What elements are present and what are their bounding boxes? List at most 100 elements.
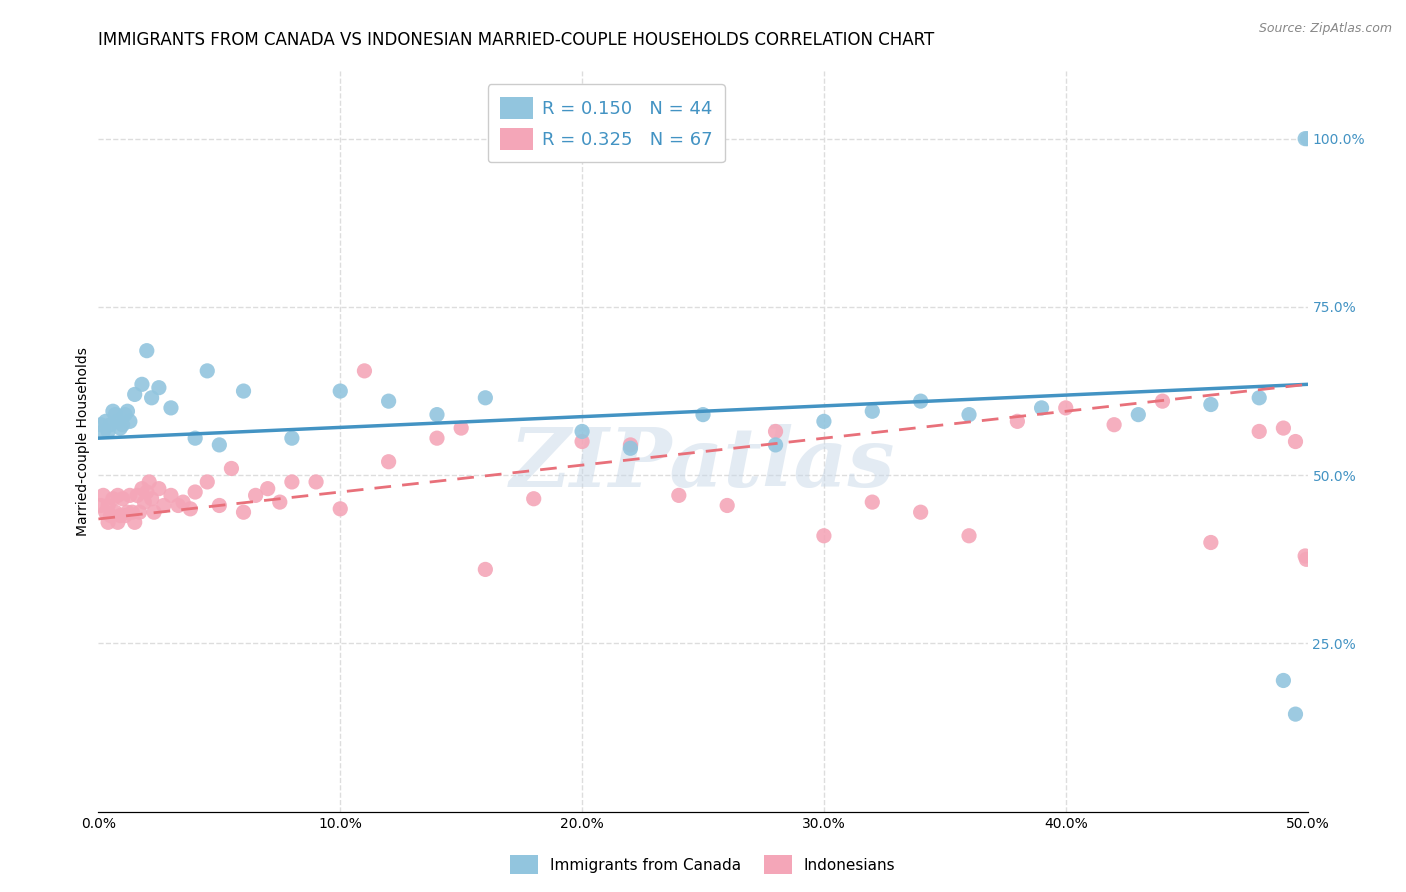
Point — [813, 529, 835, 543]
Point — [114, 508, 136, 523]
Point — [94, 414, 117, 428]
Point — [107, 414, 129, 428]
Point — [135, 485, 157, 500]
Point — [127, 488, 149, 502]
Point — [860, 404, 883, 418]
Point — [1249, 391, 1271, 405]
Point — [111, 417, 134, 432]
Point — [1284, 434, 1306, 449]
Point — [100, 417, 122, 432]
Point — [108, 421, 131, 435]
Point — [329, 501, 352, 516]
Point — [97, 516, 120, 530]
Point — [1272, 421, 1295, 435]
Point — [1294, 131, 1316, 145]
Text: ZIPatlas: ZIPatlas — [510, 424, 896, 504]
Point — [108, 508, 131, 523]
Point — [134, 495, 156, 509]
Point — [184, 431, 207, 445]
Point — [184, 485, 207, 500]
Point — [141, 391, 163, 405]
Point — [957, 529, 980, 543]
Point — [148, 381, 170, 395]
Point — [232, 384, 254, 398]
Point — [114, 408, 136, 422]
Point — [221, 461, 243, 475]
Point — [131, 482, 153, 496]
Point — [1249, 425, 1271, 439]
Point — [256, 482, 278, 496]
Point — [668, 488, 690, 502]
Point — [474, 391, 496, 405]
Point — [118, 414, 141, 428]
Point — [208, 438, 231, 452]
Point — [329, 384, 352, 398]
Point — [195, 475, 218, 489]
Point — [97, 425, 120, 439]
Point — [195, 364, 218, 378]
Point — [118, 488, 141, 502]
Text: IMMIGRANTS FROM CANADA VS INDONESIAN MARRIED-COUPLE HOUSEHOLDS CORRELATION CHART: IMMIGRANTS FROM CANADA VS INDONESIAN MAR… — [98, 31, 935, 49]
Point — [281, 475, 304, 489]
Point — [141, 491, 163, 506]
Point — [281, 431, 304, 445]
Point — [245, 488, 267, 502]
Point — [101, 404, 124, 418]
Point — [104, 408, 127, 422]
Legend: Immigrants from Canada, Indonesians: Immigrants from Canada, Indonesians — [505, 849, 901, 880]
Point — [692, 408, 714, 422]
Point — [208, 499, 231, 513]
Point — [450, 421, 472, 435]
Point — [124, 516, 146, 530]
Point — [104, 505, 127, 519]
Point — [353, 364, 375, 378]
Point — [426, 408, 449, 422]
Y-axis label: Married-couple Households: Married-couple Households — [76, 347, 90, 536]
Point — [107, 488, 129, 502]
Point — [1199, 398, 1222, 412]
Point — [179, 501, 201, 516]
Point — [269, 495, 291, 509]
Point — [1284, 707, 1306, 722]
Point — [167, 499, 190, 513]
Point — [716, 499, 738, 513]
Point — [117, 404, 139, 418]
Point — [111, 491, 134, 506]
Point — [765, 425, 787, 439]
Point — [91, 488, 114, 502]
Point — [1128, 408, 1150, 422]
Point — [160, 401, 183, 415]
Text: Source: ZipAtlas.com: Source: ZipAtlas.com — [1258, 22, 1392, 36]
Point — [1199, 535, 1222, 549]
Point — [143, 505, 166, 519]
Point — [1007, 414, 1029, 428]
Point — [619, 438, 641, 452]
Point — [910, 394, 932, 409]
Point — [426, 431, 449, 445]
Point — [160, 488, 183, 502]
Point — [128, 505, 150, 519]
Point — [101, 491, 124, 506]
Point — [117, 505, 139, 519]
Point — [135, 343, 157, 358]
Point — [765, 438, 787, 452]
Point — [90, 499, 112, 513]
Point — [94, 505, 117, 519]
Point — [523, 491, 546, 506]
Point — [91, 425, 114, 439]
Point — [131, 377, 153, 392]
Point — [571, 434, 593, 449]
Point — [619, 442, 641, 456]
Point — [377, 394, 399, 409]
Point — [1294, 549, 1316, 563]
Point — [107, 516, 129, 530]
Legend: R = 0.150   N = 44, R = 0.325   N = 67: R = 0.150 N = 44, R = 0.325 N = 67 — [488, 84, 725, 162]
Point — [1296, 131, 1319, 145]
Point — [100, 508, 122, 523]
Point — [97, 499, 120, 513]
Point — [571, 425, 593, 439]
Point — [1031, 401, 1053, 415]
Point — [860, 495, 883, 509]
Point — [138, 475, 160, 489]
Point — [90, 417, 112, 432]
